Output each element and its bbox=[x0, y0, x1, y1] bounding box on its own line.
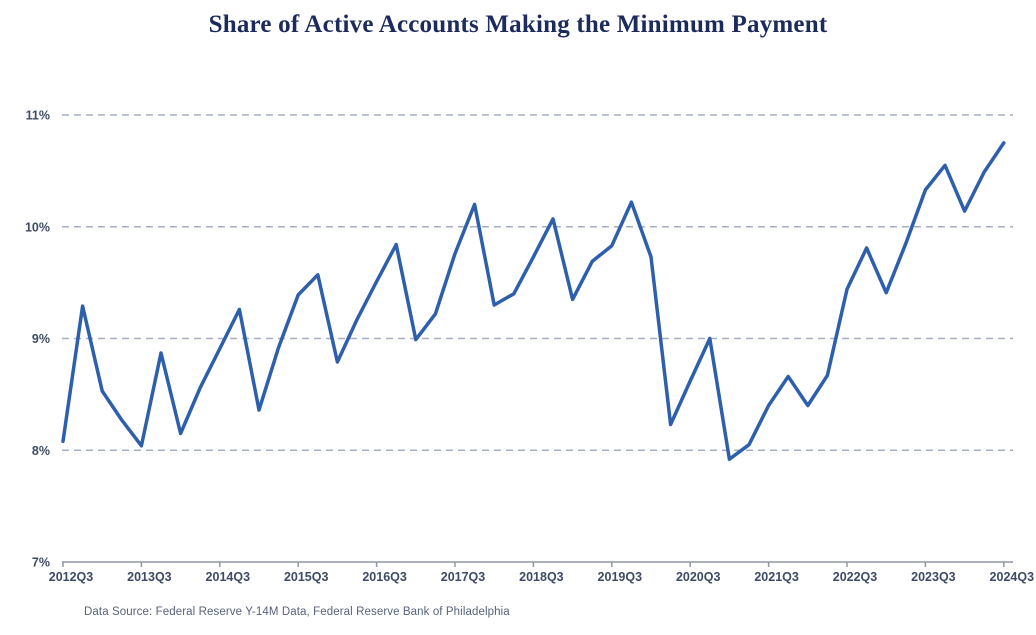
minimum-payment-series-line bbox=[61, 141, 1006, 461]
x-axis-label: 2016Q3 bbox=[362, 570, 407, 584]
y-axis-label: 10% bbox=[25, 220, 50, 234]
x-axis-label: 2014Q3 bbox=[206, 570, 251, 584]
x-axis-label: 2018Q3 bbox=[519, 570, 564, 584]
x-axis-label: 2012Q3 bbox=[49, 570, 94, 584]
x-axis-label: 2022Q3 bbox=[833, 570, 878, 584]
x-axis-label: 2021Q3 bbox=[754, 570, 799, 584]
x-axis-label: 2019Q3 bbox=[598, 570, 643, 584]
x-axis-label: 2020Q3 bbox=[676, 570, 721, 584]
source-note: Data Source: Federal Reserve Y-14M Data,… bbox=[84, 606, 510, 618]
x-axis-label: 2017Q3 bbox=[441, 570, 486, 584]
y-axis-label: 9% bbox=[32, 332, 50, 346]
y-axis-label: 8% bbox=[32, 444, 50, 458]
x-axis-label: 2023Q3 bbox=[911, 570, 956, 584]
chart-title: Share of Active Accounts Making the Mini… bbox=[208, 11, 828, 38]
y-axis-label: 7% bbox=[32, 556, 50, 570]
x-axis-label: 2024Q3 bbox=[990, 570, 1035, 584]
x-axis-label: 2015Q3 bbox=[284, 570, 329, 584]
x-axis-label: 2013Q3 bbox=[127, 570, 172, 584]
y-axis-label: 11% bbox=[26, 109, 50, 123]
